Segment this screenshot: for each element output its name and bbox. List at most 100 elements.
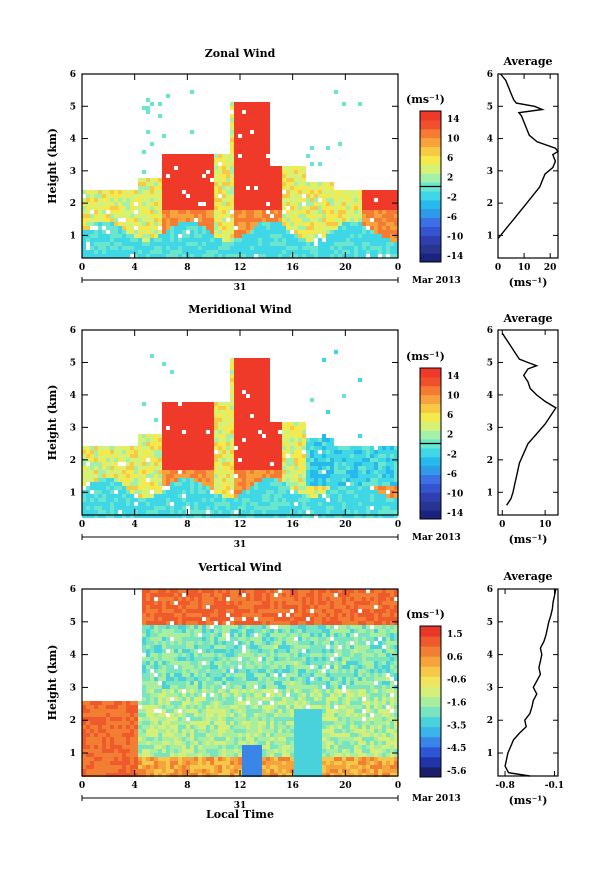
- heatmap-cell: [142, 214, 146, 218]
- heatmap-cell: [142, 150, 146, 154]
- heatmap-cell: [142, 689, 146, 693]
- heatmap-cell: [246, 226, 250, 230]
- heatmap-cell: [170, 601, 174, 605]
- heatmap-cell: [170, 250, 174, 254]
- heatmap-cell: [294, 458, 298, 462]
- heatmap-cell: [266, 498, 270, 502]
- heatmap-cell: [162, 490, 166, 494]
- heatmap-cell: [98, 474, 102, 478]
- heatmap-cell: [158, 494, 162, 498]
- heatmap-cell: [158, 601, 162, 605]
- heatmap-cell: [262, 406, 266, 410]
- heatmap-cell: [338, 498, 342, 502]
- heatmap-cell: [206, 426, 210, 430]
- heatmap-cell: [250, 234, 254, 238]
- heatmap-cell: [278, 502, 282, 506]
- heatmap-cell: [186, 170, 190, 174]
- heatmap-cell: [162, 733, 166, 737]
- heatmap-cell: [166, 214, 170, 218]
- heatmap-cell: [346, 222, 350, 226]
- heatmap-cell: [114, 238, 118, 242]
- heatmap-cell: [114, 470, 118, 474]
- heatmap-cell: [274, 462, 278, 466]
- heatmap-cell: [150, 514, 154, 518]
- heatmap-cell: [326, 190, 330, 194]
- heatmap-cell: [210, 230, 214, 234]
- colorbar-tick-label: -10: [447, 232, 463, 242]
- heatmap-cell: [378, 502, 382, 506]
- heatmap-cell: [306, 226, 310, 230]
- heatmap-cell: [126, 494, 130, 498]
- heatmap-cell: [226, 422, 230, 426]
- heatmap-cell: [290, 222, 294, 226]
- heatmap-cell: [134, 214, 138, 218]
- heatmap-cell: [246, 210, 250, 214]
- heatmap-cell: [186, 410, 190, 414]
- heatmap-cell: [222, 250, 226, 254]
- heatmap-cell: [122, 470, 126, 474]
- heatmap-cell: [266, 150, 270, 154]
- heatmap-cell: [178, 641, 182, 645]
- heatmap-cell: [254, 114, 258, 118]
- heatmap-cell: [110, 717, 114, 721]
- heatmap-cell: [90, 214, 94, 218]
- heatmap-cell: [258, 390, 262, 394]
- heatmap-cell: [194, 649, 198, 653]
- heatmap-cell: [314, 490, 318, 494]
- heatmap-cell: [334, 458, 338, 462]
- heatmap-cell: [258, 238, 262, 242]
- heatmap-cell: [102, 466, 106, 470]
- heatmap-cell: [202, 506, 206, 510]
- heatmap-cell: [178, 254, 182, 258]
- heatmap-cell: [346, 190, 350, 194]
- heatmap-cell: [266, 418, 270, 422]
- heatmap-cell: [86, 701, 90, 705]
- heatmap-cell: [322, 198, 326, 202]
- heatmap-cell: [274, 486, 278, 490]
- heatmap-cell: [154, 242, 158, 246]
- heatmap-cell: [162, 645, 166, 649]
- heatmap-cell: [146, 677, 150, 681]
- heatmap-cell: [150, 502, 154, 506]
- heatmap-cell: [250, 246, 254, 250]
- heatmap-cell: [378, 210, 382, 214]
- heatmap-cell: [110, 226, 114, 230]
- heatmap-cell: [250, 134, 254, 138]
- heatmap-cell: [206, 737, 210, 741]
- heatmap-cell: [382, 454, 386, 458]
- heatmap-cell: [118, 705, 122, 709]
- heatmap-cell: [142, 234, 146, 238]
- heatmap-cell: [266, 246, 270, 250]
- heatmap-cell: [358, 234, 362, 238]
- heatmap-cell: [146, 494, 150, 498]
- heatmap-cell: [206, 402, 210, 406]
- heatmap-cell: [170, 649, 174, 653]
- heatmap-cell: [266, 182, 270, 186]
- heatmap-cell: [162, 629, 166, 633]
- heatmap-cell: [178, 765, 182, 769]
- heatmap-cell: [134, 462, 138, 466]
- heatmap-cell: [126, 765, 130, 769]
- heatmap-cell: [374, 462, 378, 466]
- heatmap-cell: [158, 605, 162, 609]
- heatmap-cell: [390, 210, 394, 214]
- heatmap-cell: [194, 430, 198, 434]
- heatmap-cell: [206, 637, 210, 641]
- heatmap-cell: [334, 210, 338, 214]
- heatmap-cell: [286, 174, 290, 178]
- heatmap-cell: [154, 506, 158, 510]
- heatmap-cell: [154, 661, 158, 665]
- heatmap-cell: [122, 514, 126, 518]
- heatmap-cell: [394, 254, 398, 258]
- heatmap-cell: [314, 210, 318, 214]
- heatmap-cell: [166, 166, 170, 170]
- heatmap-cell: [194, 621, 198, 625]
- heatmap-cell: [262, 114, 266, 118]
- heatmap-cell: [334, 350, 338, 354]
- heatmap-cell: [178, 250, 182, 254]
- heatmap-cell: [182, 178, 186, 182]
- heatmap-cell: [106, 741, 110, 745]
- heatmap-cell: [194, 442, 198, 446]
- heatmap-cell: [138, 446, 142, 450]
- heatmap-cell: [394, 450, 398, 454]
